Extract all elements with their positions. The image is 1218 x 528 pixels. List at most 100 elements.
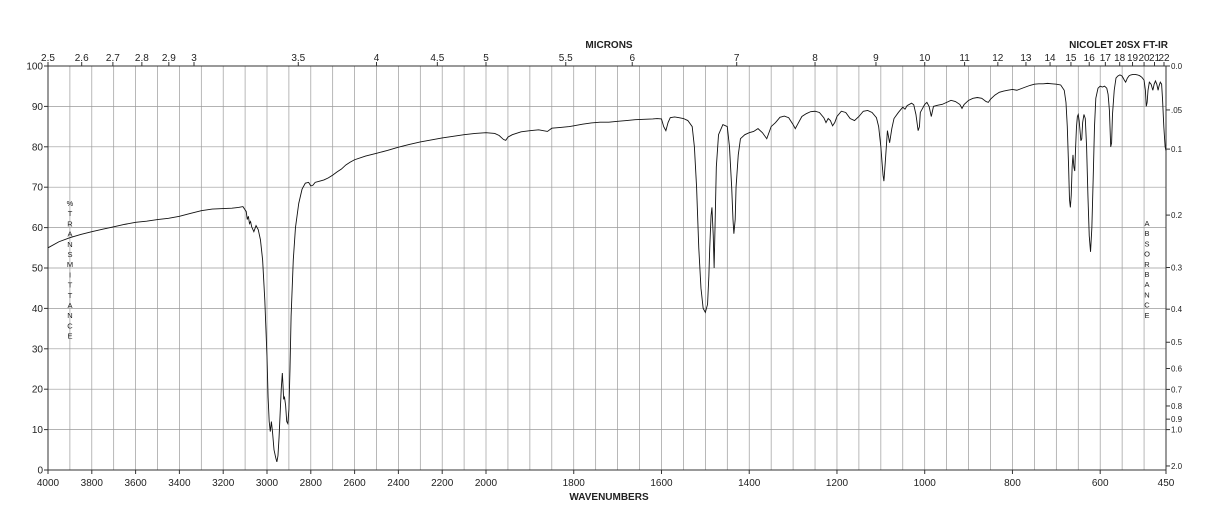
x-tick-label: 600 — [1092, 478, 1109, 489]
spectrum-line — [47, 74, 1167, 463]
x-tick-label: 3200 — [212, 478, 235, 489]
absorbance-tick-label: 0.1 — [1171, 145, 1183, 154]
micron-tick-label: 2.5 — [41, 53, 55, 64]
right-axis-label-char: O — [1144, 250, 1150, 259]
micron-tick-label: 22 — [1158, 53, 1170, 64]
left-axis-label-char: R — [67, 219, 73, 228]
left-axis-label-char: M — [67, 260, 73, 269]
transmittance-axis: 0 10 20 30 40 50 60 70 80 90 100 — [26, 62, 48, 477]
x-tick-label: 2600 — [343, 478, 366, 489]
micron-tick-label: 2.6 — [75, 53, 89, 64]
y-tick-label: 0 — [37, 466, 43, 477]
left-axis-label-char: N — [67, 240, 72, 249]
y-tick-label: 90 — [32, 102, 44, 113]
micron-tick-label: 16 — [1084, 53, 1096, 64]
micron-tick-label: 5 — [483, 53, 489, 64]
right-axis-label-char: C — [1144, 301, 1150, 310]
x-tick-label: 2000 — [475, 478, 498, 489]
right-axis-label-char: A — [1144, 219, 1149, 228]
absorbance-tick-label: 0.4 — [1171, 305, 1183, 314]
micron-tick-label: 2.8 — [135, 53, 149, 64]
micron-tick-label: 17 — [1100, 53, 1112, 64]
wavenumber-axis: 4000 3800 3600 3400 3200 3000 2800 2600 2400 2200… — [37, 470, 1175, 489]
absorbance-tick-label: 0.3 — [1171, 264, 1183, 273]
micron-tick-label: 21 — [1149, 53, 1161, 64]
x-tick-label: 2400 — [387, 478, 410, 489]
left-axis-label-char: T — [68, 291, 73, 300]
x-tick-label: 2200 — [431, 478, 454, 489]
left-axis-label-char: A — [67, 230, 72, 239]
y-tick-label: 30 — [32, 344, 44, 355]
x-tick-label: 2800 — [300, 478, 323, 489]
x-tick-label: 3000 — [256, 478, 279, 489]
y-tick-label: 40 — [32, 304, 44, 315]
micron-tick-label: 15 — [1065, 53, 1077, 64]
right-axis-label-char: E — [1144, 311, 1149, 320]
y-tick-label: 60 — [32, 223, 44, 234]
x-tick-label: 4000 — [37, 478, 60, 489]
absorbance-tick-label: 0.5 — [1171, 338, 1183, 347]
micron-tick-label: 11 — [959, 53, 970, 64]
x-tick-label: 1800 — [563, 478, 586, 489]
micron-tick-label: 8 — [812, 53, 818, 64]
micron-tick-label: 13 — [1020, 53, 1032, 64]
absorbance-tick-label: 0.7 — [1171, 385, 1183, 394]
x-tick-label: 3800 — [81, 478, 104, 489]
absorbance-tick-label: 0.6 — [1171, 365, 1183, 374]
left-axis-label-char: T — [68, 281, 73, 290]
right-axis-label-char: S — [1144, 239, 1149, 248]
micron-tick-label: 18 — [1114, 53, 1126, 64]
grid-lines — [47, 65, 1166, 471]
microns-title: MICRONS — [585, 40, 633, 51]
x-axis-title: WAVENUMBERS — [569, 492, 649, 503]
micron-axis: 2.5 2.6 2.7 2.8 2.9 3 3.5 4 4.5 5 5.5 6 7 8 9 10 11 12 13 1… — [41, 53, 1170, 66]
y-tick-label: 10 — [32, 425, 44, 436]
left-axis-label-char: A — [67, 301, 72, 310]
absorbance-axis: 0.0 .05 0.1 0.2 0.3 0.4 0.5 0.6 0.7 0.8 0.9 1.0 2.0 — [1166, 62, 1183, 471]
right-axis-label-char: N — [1144, 290, 1149, 299]
left-axis-label-char: T — [68, 209, 73, 218]
absorbance-tick-label: 0.0 — [1171, 62, 1183, 71]
micron-tick-label: 3 — [191, 53, 197, 64]
x-tick-label: 1600 — [650, 478, 673, 489]
left-axis-label-char: C — [67, 321, 73, 330]
right-axis-label-char: A — [1144, 280, 1149, 289]
micron-tick-label: 10 — [919, 53, 931, 64]
micron-tick-label: 5.5 — [559, 53, 573, 64]
x-tick-label: 1200 — [826, 478, 849, 489]
y-tick-label: 80 — [32, 142, 44, 153]
x-tick-label: 800 — [1004, 478, 1021, 489]
x-tick-label: 3400 — [168, 478, 191, 489]
absorbance-tick-label: 2.0 — [1171, 462, 1183, 471]
left-axis-label-char: N — [67, 311, 72, 320]
micron-tick-label: 19 — [1127, 53, 1139, 64]
right-axis-label-char: R — [1144, 260, 1150, 269]
micron-tick-label: 14 — [1044, 53, 1056, 64]
absorbance-tick-label: 1.0 — [1171, 426, 1183, 435]
micron-tick-label: 6 — [629, 53, 635, 64]
micron-tick-label: 7 — [734, 53, 740, 64]
left-axis-label-char: E — [67, 332, 72, 341]
left-axis-label-char: S — [67, 250, 72, 259]
absorbance-tick-label: 0.9 — [1171, 415, 1183, 424]
absorbance-tick-label: 0.8 — [1171, 402, 1183, 411]
x-tick-label: 3600 — [124, 478, 147, 489]
absorbance-tick-label: 0.2 — [1171, 211, 1183, 220]
micron-tick-label: 20 — [1139, 53, 1151, 64]
micron-tick-label: 2.9 — [162, 53, 176, 64]
x-tick-label: 1000 — [914, 478, 937, 489]
micron-tick-label: 2.7 — [106, 53, 120, 64]
y-tick-label: 70 — [32, 183, 44, 194]
micron-tick-label: 3.5 — [291, 53, 305, 64]
absorbance-tick-label: .05 — [1171, 106, 1183, 115]
left-axis-label-char: I — [69, 270, 71, 279]
y-tick-label: 50 — [32, 264, 44, 275]
left-axis-label-char: % — [67, 199, 74, 208]
y-tick-label: 20 — [32, 385, 44, 396]
x-tick-label: 1400 — [738, 478, 761, 489]
instrument-title: NICOLET 20SX FT-IR — [1069, 40, 1169, 51]
micron-tick-label: 9 — [873, 53, 879, 64]
